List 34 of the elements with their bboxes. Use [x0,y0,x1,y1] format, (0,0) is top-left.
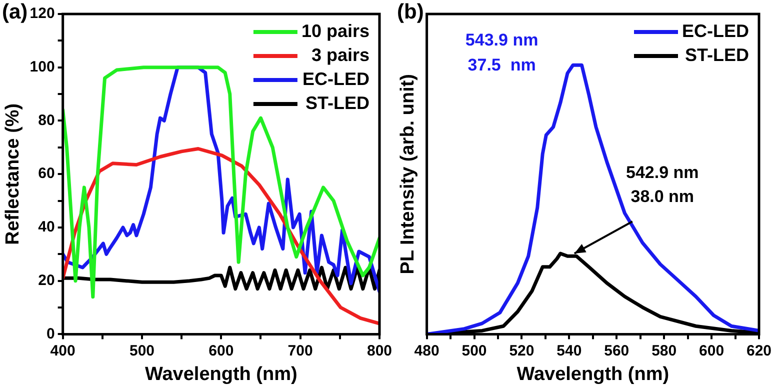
x-tick-label: 480 [414,342,440,360]
x-tick-label: 800 [366,342,392,360]
legend-label: 3 pairs [311,44,370,65]
x-tick-label: 700 [288,342,313,360]
x-axis-title: Wavelength (nm) [144,364,298,385]
legend-label: ST-LED [305,92,370,113]
legend-label: 10 pairs [301,20,370,41]
annotation: 542.9 nm 38.0 nm [626,163,699,206]
legend-label: EC-LED [682,20,749,41]
x-tick-label: 500 [129,342,155,360]
x-tick-label: 580 [652,342,677,360]
y-tick-label: 100 [30,58,55,76]
y-tick-label: 40 [38,218,55,236]
x-tick-label: 560 [604,342,630,360]
x-axis-title: Wavelength (nm) [516,364,670,385]
y-axis-title: PL Intensity (arb. unit) [398,74,419,274]
x-tick-label: 600 [208,342,234,360]
x-tick-label: 500 [462,342,487,360]
legend-label: EC-LED [302,68,370,89]
y-tick-label: 60 [38,165,55,182]
annotation: 543.9 nm 37.5 nm [465,30,538,75]
chart-title: (a) [2,0,28,24]
x-tick-label: 400 [50,342,76,360]
x-tick-label: 540 [556,342,582,360]
y-tick-label: 0 [46,325,55,342]
y-tick-label: 20 [38,272,55,289]
x-tick-label: 600 [699,342,724,360]
y-axis-title: Reflectance (%) [2,103,24,245]
legend-label: ST-LED [684,44,749,65]
x-tick-label: 520 [509,342,534,360]
chart-title: (b) [397,0,424,24]
y-tick-label: 120 [30,5,55,22]
y-tick-label: 80 [38,112,55,129]
x-tick-label: 620 [746,342,772,360]
